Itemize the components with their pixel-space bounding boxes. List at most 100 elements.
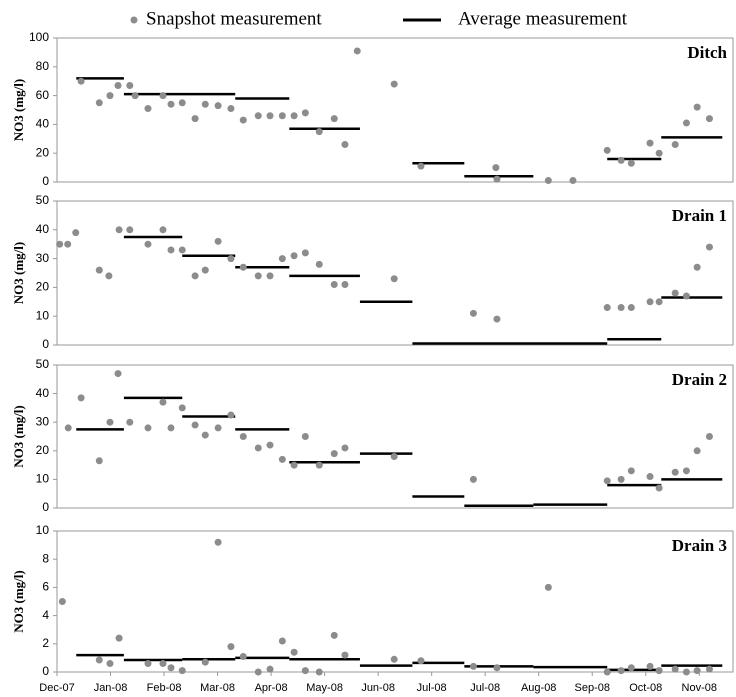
y-tick-label: 2 [42,636,49,650]
snapshot-point [353,47,361,55]
snapshot-point [201,431,209,439]
y-tick-label: 80 [36,59,50,73]
snapshot-point [330,631,338,639]
snapshot-point [201,658,209,666]
snapshot-point [341,281,349,289]
y-tick-label: 0 [42,337,49,351]
y-axis-label: NO3 (mg/l) [11,405,26,467]
snapshot-point [266,272,274,280]
snapshot-point [290,461,298,469]
snapshot-point [126,418,134,426]
x-tick-label: Oct-08 [629,682,662,694]
snapshot-point [266,441,274,449]
y-tick-label: 4 [42,608,49,622]
y-tick-label: 8 [42,551,49,565]
snapshot-point [214,538,222,546]
snapshot-point [655,149,663,157]
y-tick-label: 10 [36,523,50,537]
snapshot-point [390,655,398,663]
x-tick-label: Feb-08 [147,682,182,694]
snapshot-point [693,103,701,111]
snapshot-point [64,424,72,432]
snapshot-point [469,309,477,317]
snapshot-point [95,656,103,664]
snapshot-point [254,444,262,452]
snapshot-point [617,475,625,483]
snapshot-point [330,450,338,458]
snapshot-point [682,668,690,676]
snapshot-point [214,424,222,432]
snapshot-point [239,433,247,440]
snapshot-point [603,304,611,312]
snapshot-point [167,100,175,108]
snapshot-point [627,304,635,312]
snapshot-point [469,662,477,670]
snapshot-point [278,455,286,463]
snapshot-point [290,252,298,260]
snapshot-point [95,266,103,274]
snapshot-point [315,128,323,136]
y-tick-label: 50 [36,357,50,371]
snapshot-point [655,484,663,492]
snapshot-point [115,226,123,234]
snapshot-point [646,298,654,306]
snapshot-point [239,652,247,660]
snapshot-point [144,660,152,668]
snapshot-point [115,634,123,642]
snapshot-point [77,394,85,402]
snapshot-point [315,260,323,268]
snapshot-point [214,102,222,110]
snapshot-point [191,421,199,429]
snapshot-point [227,105,235,113]
y-tick-label: 30 [36,251,50,265]
snapshot-point [126,226,134,234]
snapshot-point [603,477,611,485]
snapshot-point [315,461,323,469]
snapshot-point [330,281,338,289]
legend-marker [130,16,138,24]
snapshot-point [682,119,690,127]
snapshot-point [671,468,679,476]
snapshot-point [627,664,635,672]
snapshot-point [254,112,262,120]
snapshot-point [627,467,635,475]
legend-label: Snapshot measurement [146,8,322,29]
snapshot-point [201,266,209,274]
snapshot-point [469,475,477,483]
snapshot-point [56,240,64,248]
snapshot-point [159,660,167,668]
snapshot-point [544,583,552,591]
snapshot-point [493,664,501,672]
x-tick-label: Jun-08 [361,682,395,694]
snapshot-point [341,651,349,659]
snapshot-point [301,667,309,675]
snapshot-point [178,246,186,254]
snapshot-point [144,424,152,432]
snapshot-point [266,112,274,120]
snapshot-point [671,665,679,673]
snapshot-point [144,240,152,248]
y-axis-label: NO3 (mg/l) [11,79,26,141]
snapshot-point [693,447,701,455]
snapshot-point [646,662,654,670]
panel-frame [56,200,734,346]
snapshot-point [201,100,209,108]
y-tick-label: 100 [29,30,49,44]
y-tick-label: 0 [42,664,49,678]
panel-frame [56,37,734,183]
snapshot-point [617,156,625,164]
snapshot-point [330,115,338,123]
y-tick-label: 0 [42,500,49,514]
y-tick-label: 20 [36,443,50,457]
y-tick-label: 40 [36,222,50,236]
snapshot-point [131,92,139,100]
snapshot-point [671,289,679,297]
snapshot-point [544,177,552,185]
snapshot-point [603,146,611,154]
snapshot-point [301,433,309,440]
snapshot-point [278,255,286,263]
snapshot-point [126,82,134,90]
snapshot-point [105,272,113,280]
snapshot-point [705,243,713,251]
snapshot-point [227,255,235,263]
